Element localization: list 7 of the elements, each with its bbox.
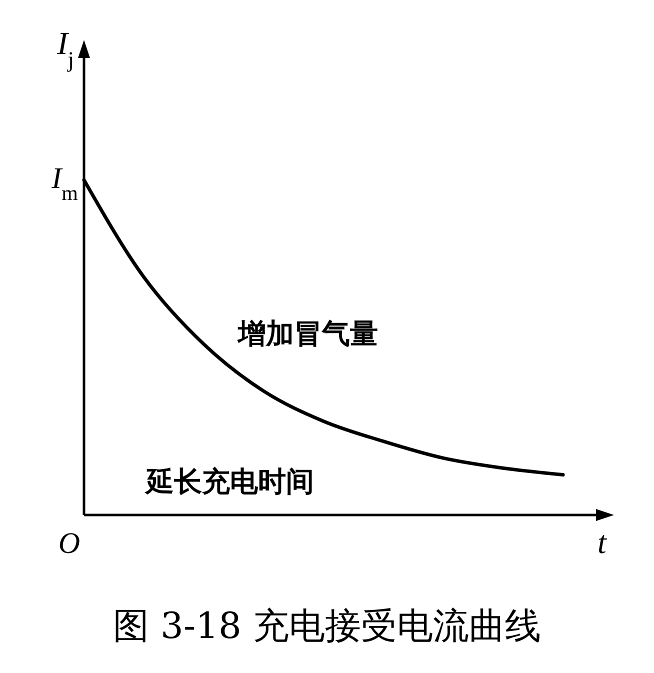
y-axis-title: I$_{j}$	[56, 25, 74, 72]
text: 图 3-18 充电接受电流曲线	[113, 606, 541, 647]
x-axis-title: t	[598, 524, 608, 560]
annotation: 延长充电时间	[144, 465, 314, 498]
text: I$_{m}$	[50, 162, 78, 205]
text: O	[58, 527, 80, 560]
annotation: 增加冒气量	[236, 317, 378, 350]
